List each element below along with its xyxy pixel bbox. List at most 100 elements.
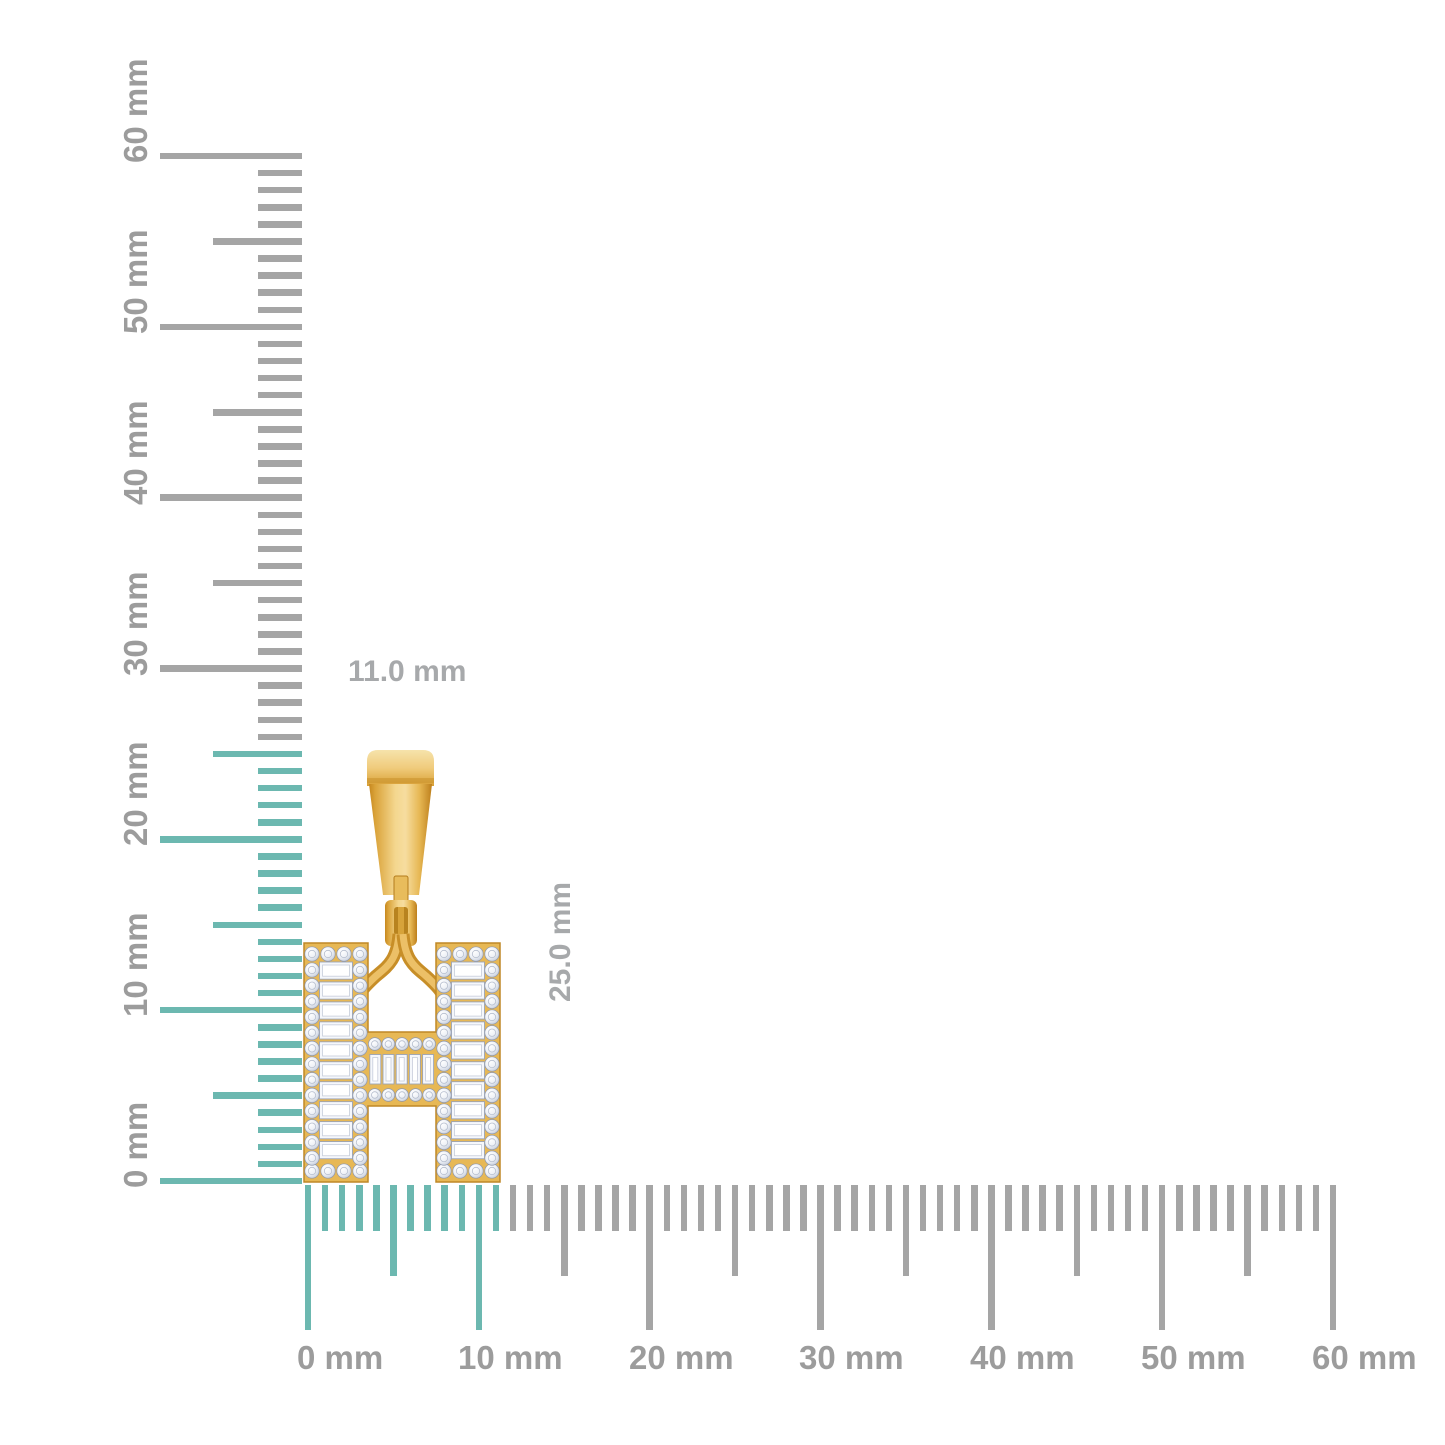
horizontal-ruler-tick bbox=[834, 1185, 841, 1231]
vertical-ruler-tick bbox=[258, 186, 302, 194]
vertical-ruler-tick bbox=[213, 921, 302, 928]
horizontal-ruler-tick bbox=[1210, 1185, 1217, 1231]
vertical-ruler-tick bbox=[258, 955, 302, 963]
horizontal-ruler-label: 10 mm bbox=[458, 1339, 563, 1376]
horizontal-ruler-tick bbox=[1244, 1185, 1251, 1276]
vertical-ruler-tick bbox=[258, 1160, 302, 1168]
vertical-ruler-tick bbox=[258, 1058, 302, 1065]
horizontal-ruler-tick bbox=[1158, 1185, 1166, 1330]
horizontal-ruler-tick bbox=[1005, 1185, 1012, 1231]
horizontal-ruler-tick bbox=[492, 1185, 500, 1231]
vertical-ruler-tick bbox=[258, 272, 302, 279]
horizontal-ruler-tick bbox=[407, 1185, 414, 1231]
horizontal-ruler-label: 20 mm bbox=[629, 1339, 734, 1376]
vertical-ruler-tick bbox=[160, 494, 302, 501]
vertical-ruler-tick bbox=[258, 648, 302, 655]
vertical-ruler-tick bbox=[258, 972, 302, 980]
horizontal-ruler-tick bbox=[680, 1185, 688, 1231]
horizontal-ruler-tick bbox=[731, 1185, 739, 1276]
horizontal-ruler-tick bbox=[1312, 1185, 1320, 1231]
vertical-ruler-tick bbox=[258, 357, 302, 365]
height-dimension-label: 25.0 mm bbox=[544, 881, 577, 1002]
vertical-ruler-tick bbox=[258, 1143, 302, 1151]
vertical-ruler-tick bbox=[258, 545, 302, 553]
vertical-ruler-tick bbox=[258, 887, 302, 894]
horizontal-ruler-tick bbox=[902, 1185, 910, 1276]
vertical-ruler-tick bbox=[258, 528, 302, 536]
vertical-ruler-tick bbox=[213, 750, 302, 758]
vertical-ruler-tick bbox=[258, 255, 302, 262]
horizontal-ruler-tick bbox=[1039, 1185, 1046, 1231]
horizontal-ruler-label: 30 mm bbox=[799, 1339, 904, 1376]
pendant-bail bbox=[367, 750, 434, 895]
horizontal-ruler-tick bbox=[868, 1185, 875, 1231]
horizontal-ruler-tick bbox=[612, 1185, 619, 1231]
vertical-ruler-tick bbox=[160, 152, 302, 160]
vertical-ruler-tick bbox=[258, 1024, 302, 1031]
vertical-ruler-tick bbox=[213, 1092, 302, 1099]
vertical-ruler-tick bbox=[213, 409, 302, 416]
horizontal-ruler-tick bbox=[783, 1185, 790, 1231]
horizontal-ruler-tick bbox=[390, 1185, 397, 1276]
horizontal-ruler-tick bbox=[1073, 1185, 1080, 1276]
vertical-ruler-tick bbox=[258, 443, 302, 450]
horizontal-ruler-tick bbox=[851, 1185, 858, 1231]
horizontal-ruler-tick bbox=[441, 1185, 448, 1231]
horizontal-ruler-tick bbox=[475, 1185, 483, 1330]
horizontal-ruler-tick bbox=[629, 1185, 636, 1231]
horizontal-ruler-tick bbox=[1141, 1185, 1149, 1231]
horizontal-ruler-tick bbox=[766, 1185, 773, 1231]
pendant-hook-arms bbox=[350, 933, 452, 1007]
vertical-ruler-tick bbox=[258, 460, 302, 467]
vertical-ruler-tick bbox=[213, 579, 302, 587]
horizontal-ruler-label: 0 mm bbox=[297, 1339, 384, 1376]
pendant-hinge-loop bbox=[385, 875, 417, 946]
horizontal-ruler-tick bbox=[424, 1185, 431, 1231]
horizontal-ruler-tick bbox=[1124, 1185, 1132, 1231]
vertical-ruler-tick bbox=[258, 904, 302, 911]
vertical-ruler-tick bbox=[258, 596, 302, 604]
vertical-ruler-tick bbox=[258, 870, 302, 877]
horizontal-ruler-label: 60 mm bbox=[1312, 1339, 1417, 1376]
horizontal-ruler-tick bbox=[988, 1185, 995, 1330]
horizontal-ruler-tick bbox=[1176, 1185, 1183, 1231]
vertical-ruler-tick bbox=[258, 477, 302, 484]
horizontal-ruler-tick bbox=[561, 1185, 568, 1276]
horizontal-ruler-tick bbox=[1193, 1185, 1200, 1231]
vertical-ruler-tick bbox=[160, 1006, 302, 1014]
horizontal-ruler-tick bbox=[1090, 1185, 1098, 1231]
horizontal-ruler-tick bbox=[321, 1185, 329, 1231]
horizontal-ruler-tick bbox=[919, 1185, 927, 1231]
vertical-ruler-tick bbox=[258, 169, 302, 177]
horizontal-ruler-tick bbox=[1295, 1185, 1303, 1231]
vertical-ruler-tick bbox=[258, 733, 302, 741]
vertical-ruler-tick bbox=[213, 238, 302, 245]
vertical-ruler-tick bbox=[258, 374, 302, 382]
horizontal-ruler-tick bbox=[663, 1185, 670, 1231]
vertical-ruler-tick bbox=[160, 836, 302, 843]
vertical-ruler-tick bbox=[160, 665, 302, 672]
horizontal-ruler-tick bbox=[578, 1185, 585, 1231]
vertical-ruler-tick bbox=[258, 426, 302, 433]
vertical-ruler-tick bbox=[258, 221, 302, 228]
horizontal-ruler-tick bbox=[373, 1185, 380, 1231]
vertical-ruler-tick bbox=[258, 306, 302, 313]
vertical-ruler-tick bbox=[258, 853, 302, 860]
horizontal-ruler-tick bbox=[936, 1185, 944, 1231]
vertical-ruler-tick bbox=[258, 819, 302, 826]
horizontal-ruler-label: 40 mm bbox=[970, 1339, 1075, 1376]
horizontal-ruler-tick bbox=[526, 1185, 534, 1231]
vertical-ruler-tick bbox=[258, 1041, 302, 1048]
horizontal-ruler-tick bbox=[748, 1185, 756, 1231]
horizontal-ruler-label: 50 mm bbox=[1141, 1339, 1246, 1376]
vertical-ruler-tick bbox=[258, 614, 302, 621]
horizontal-ruler-tick bbox=[595, 1185, 602, 1231]
vertical-ruler-tick bbox=[258, 989, 302, 997]
horizontal-ruler-tick bbox=[714, 1185, 722, 1231]
vertical-ruler-tick bbox=[258, 511, 302, 518]
horizontal-ruler-tick bbox=[885, 1185, 893, 1231]
horizontal-ruler-tick bbox=[356, 1185, 363, 1231]
horizontal-ruler-tick bbox=[338, 1185, 346, 1231]
